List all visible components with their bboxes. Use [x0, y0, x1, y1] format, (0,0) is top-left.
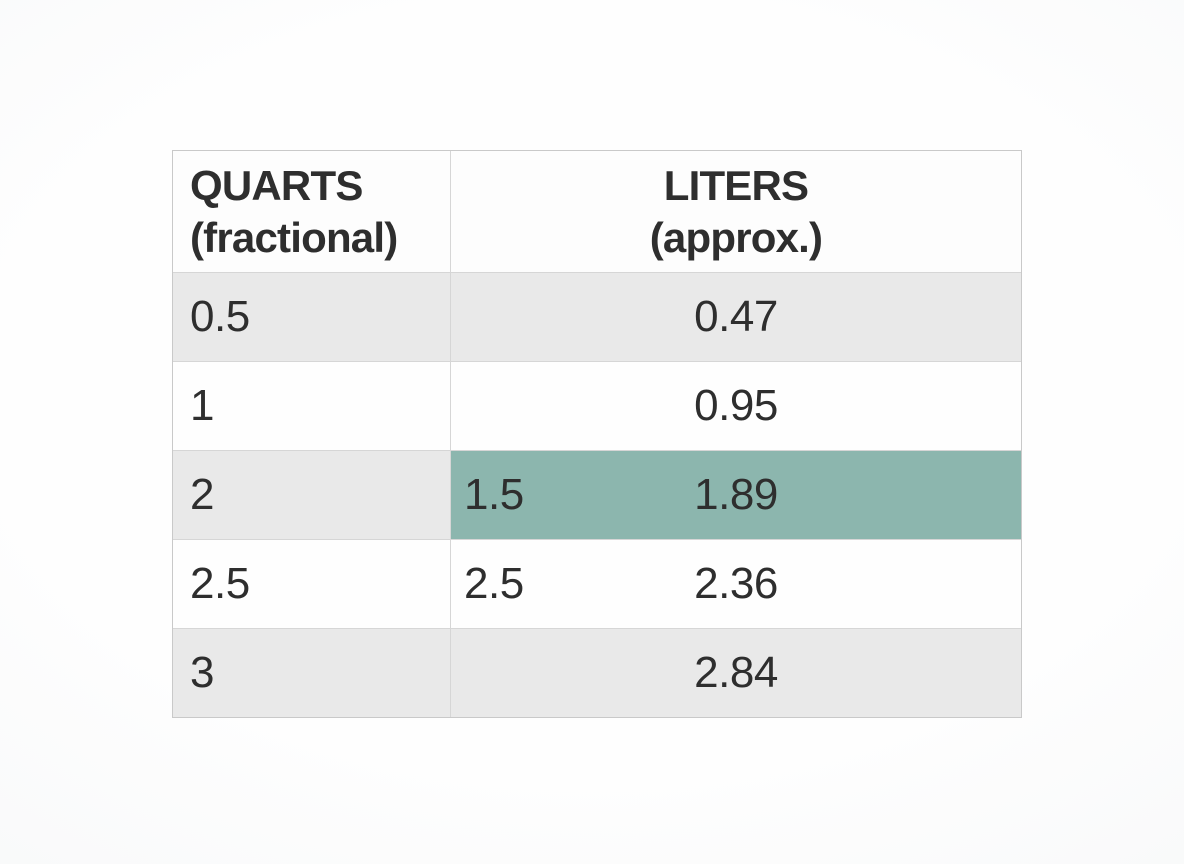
- liters-value: 0.95: [694, 381, 778, 430]
- quarts-cell: 0.5: [173, 273, 451, 361]
- liters-value: 2.84: [694, 648, 778, 697]
- header-quarts-line1: QUARTS: [190, 161, 363, 209]
- liters-value: 1.89: [694, 470, 778, 519]
- quarts-cell: 2.5: [173, 540, 451, 628]
- liters-cell: 0.47: [451, 273, 1021, 361]
- liters-value: 0.47: [694, 292, 778, 341]
- quarts-cell: 2: [173, 451, 451, 539]
- table-row: 2.5 2.5 2.36: [173, 539, 1021, 628]
- inline-extra-value: 1.5: [464, 470, 524, 519]
- table-header-row: QUARTS (fractional) LITERS (approx.): [173, 151, 1021, 272]
- header-liters-line2: (approx.): [649, 213, 823, 261]
- header-liters-line1: LITERS: [663, 161, 809, 209]
- liters-cell: 2.84: [451, 629, 1021, 717]
- liters-cell: 2.5 2.36: [451, 540, 1021, 628]
- inline-extra-value: 2.5: [464, 559, 524, 608]
- header-liters-approx: LITERS (approx.): [451, 151, 1021, 272]
- header-quarts-fractional: QUARTS (fractional): [173, 151, 451, 272]
- table-row: 3 2.84: [173, 628, 1021, 717]
- quarts-cell: 3: [173, 629, 451, 717]
- liters-cell-highlighted: 1.5 1.89: [451, 451, 1021, 539]
- liters-cell: 0.95: [451, 362, 1021, 450]
- table-row-highlighted: 2 1.5 1.89: [173, 450, 1021, 539]
- header-quarts-line2: (fractional): [190, 213, 398, 261]
- table-row: 0.5 0.47: [173, 272, 1021, 361]
- quarts-cell: 1: [173, 362, 451, 450]
- liters-value: 2.36: [694, 559, 778, 608]
- quarts-to-liters-table: QUARTS (fractional) LITERS (approx.) 0.5…: [172, 150, 1022, 718]
- table-row: 1 0.95: [173, 361, 1021, 450]
